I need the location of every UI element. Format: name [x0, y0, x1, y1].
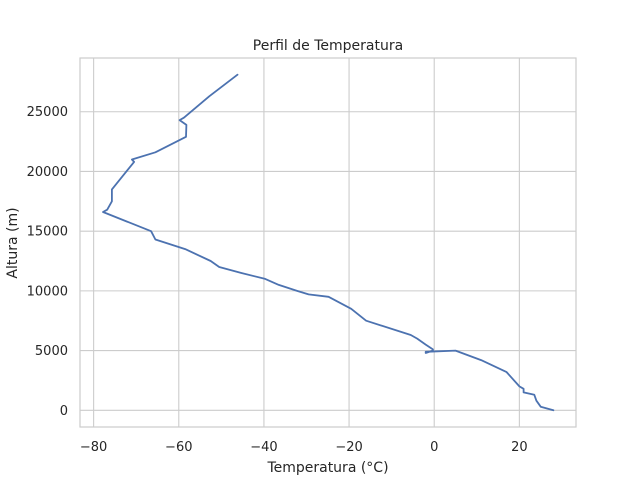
y-tick-label: 15000	[27, 225, 68, 240]
y-tick-label: 0	[60, 404, 68, 419]
y-tick-label: 5000	[35, 344, 68, 359]
x-tick-label: −20	[335, 440, 362, 455]
y-axis-title: Altura (m)	[5, 207, 21, 278]
x-tick-label: −80	[80, 440, 107, 455]
x-tick-label: 20	[511, 440, 528, 455]
x-tick-label: −40	[250, 440, 277, 455]
series-layer	[102, 73, 555, 412]
chart-title: Perfil de Temperatura	[253, 38, 403, 54]
y-tick-label: 10000	[27, 284, 68, 299]
plot-frame	[79, 57, 577, 428]
grid	[80, 58, 576, 427]
x-tick-label: −60	[165, 440, 192, 455]
x-tick-label: 0	[430, 440, 438, 455]
x-axis-title: Temperatura (°C)	[266, 460, 388, 476]
y-tick-label: 25000	[27, 105, 68, 120]
temperature-series-line	[102, 73, 555, 412]
y-tick-label: 20000	[27, 165, 68, 180]
tick-labels: −80 −60 −40 −20 0 20 0 5000 10000 15000 20000 25000	[27, 105, 528, 455]
